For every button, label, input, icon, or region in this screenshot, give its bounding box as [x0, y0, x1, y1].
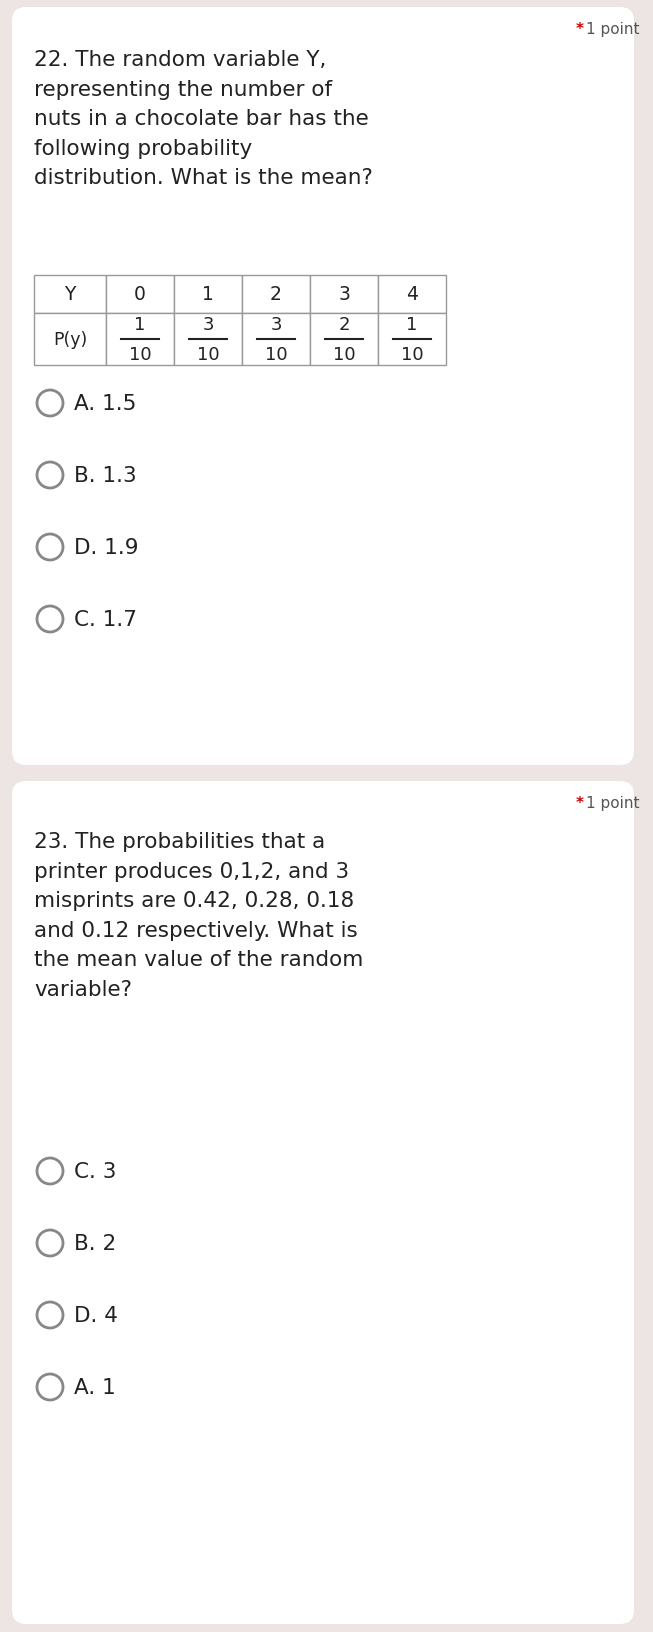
Bar [378, 276, 446, 313]
Text: 10: 10 [129, 346, 151, 364]
Text: C. 3: C. 3 [74, 1162, 116, 1182]
Bar [310, 313, 378, 366]
Text: 2: 2 [338, 317, 350, 335]
Text: D. 1.9: D. 1.9 [74, 537, 138, 558]
Bar [174, 276, 242, 313]
Bar [34, 276, 106, 313]
Text: 10: 10 [197, 346, 219, 364]
Text: 1: 1 [406, 317, 418, 335]
Text: B. 2: B. 2 [74, 1234, 116, 1253]
Bar [242, 313, 310, 366]
Text: 10: 10 [332, 346, 355, 364]
Bar [242, 276, 310, 313]
Bar [106, 313, 174, 366]
Text: 3: 3 [270, 317, 281, 335]
Text: A. 1: A. 1 [74, 1377, 116, 1397]
Text: 1: 1 [135, 317, 146, 335]
Bar [174, 313, 242, 366]
Text: 1: 1 [202, 286, 214, 304]
Text: 22. The random variable Y,
representing the number of
nuts in a chocolate bar ha: 22. The random variable Y, representing … [34, 51, 373, 188]
Text: 10: 10 [401, 346, 423, 364]
Text: 0: 0 [134, 286, 146, 304]
Text: D. 4: D. 4 [74, 1306, 118, 1325]
Text: Y: Y [64, 286, 76, 304]
FancyBboxPatch shape [12, 782, 634, 1624]
FancyBboxPatch shape [12, 8, 634, 765]
Text: 4: 4 [406, 286, 418, 304]
Text: 1 point: 1 point [586, 21, 639, 38]
Text: 3: 3 [202, 317, 214, 335]
Text: 1 point: 1 point [586, 795, 639, 811]
Text: *: * [576, 795, 589, 811]
Text: A. 1.5: A. 1.5 [74, 393, 136, 415]
Text: C. 1.7: C. 1.7 [74, 610, 137, 630]
Bar [34, 313, 106, 366]
Bar [310, 276, 378, 313]
Bar [106, 276, 174, 313]
Text: P(y): P(y) [53, 331, 87, 349]
Text: 3: 3 [338, 286, 350, 304]
Text: 2: 2 [270, 286, 282, 304]
Bar [378, 313, 446, 366]
Text: 23. The probabilities that a
printer produces 0,1,2, and 3
misprints are 0.42, 0: 23. The probabilities that a printer pro… [34, 831, 363, 999]
Text: 10: 10 [264, 346, 287, 364]
Text: *: * [576, 21, 589, 38]
Text: B. 1.3: B. 1.3 [74, 465, 136, 486]
